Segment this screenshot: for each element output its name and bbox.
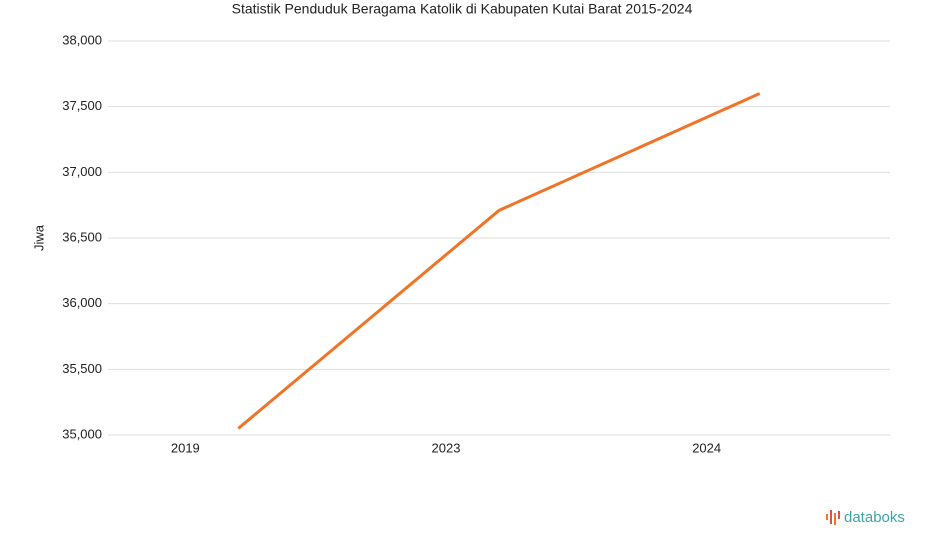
logo-icon	[834, 513, 836, 525]
y-tick-label: 35,000	[62, 426, 102, 441]
y-tick-label: 37,000	[62, 164, 102, 179]
logo-icon	[830, 510, 832, 524]
x-tick-label: 2023	[432, 440, 461, 455]
y-tick-label: 36,000	[62, 295, 102, 310]
y-tick-label: 38,000	[62, 32, 102, 47]
x-tick-label: 2024	[692, 440, 721, 455]
y-tick-label: 36,500	[62, 229, 102, 244]
logo-icon	[838, 511, 840, 519]
y-axis-label: Jiwa	[31, 224, 46, 251]
y-tick-label: 37,500	[62, 98, 102, 113]
chart-title: Statistik Penduduk Beragama Katolik di K…	[232, 1, 693, 17]
logo-text: databoks	[844, 509, 905, 526]
x-tick-label: 2019	[171, 440, 200, 455]
logo-icon	[826, 514, 828, 520]
line	[237, 92, 761, 430]
logo: databoks	[826, 509, 905, 526]
y-tick-label: 35,500	[62, 361, 102, 376]
